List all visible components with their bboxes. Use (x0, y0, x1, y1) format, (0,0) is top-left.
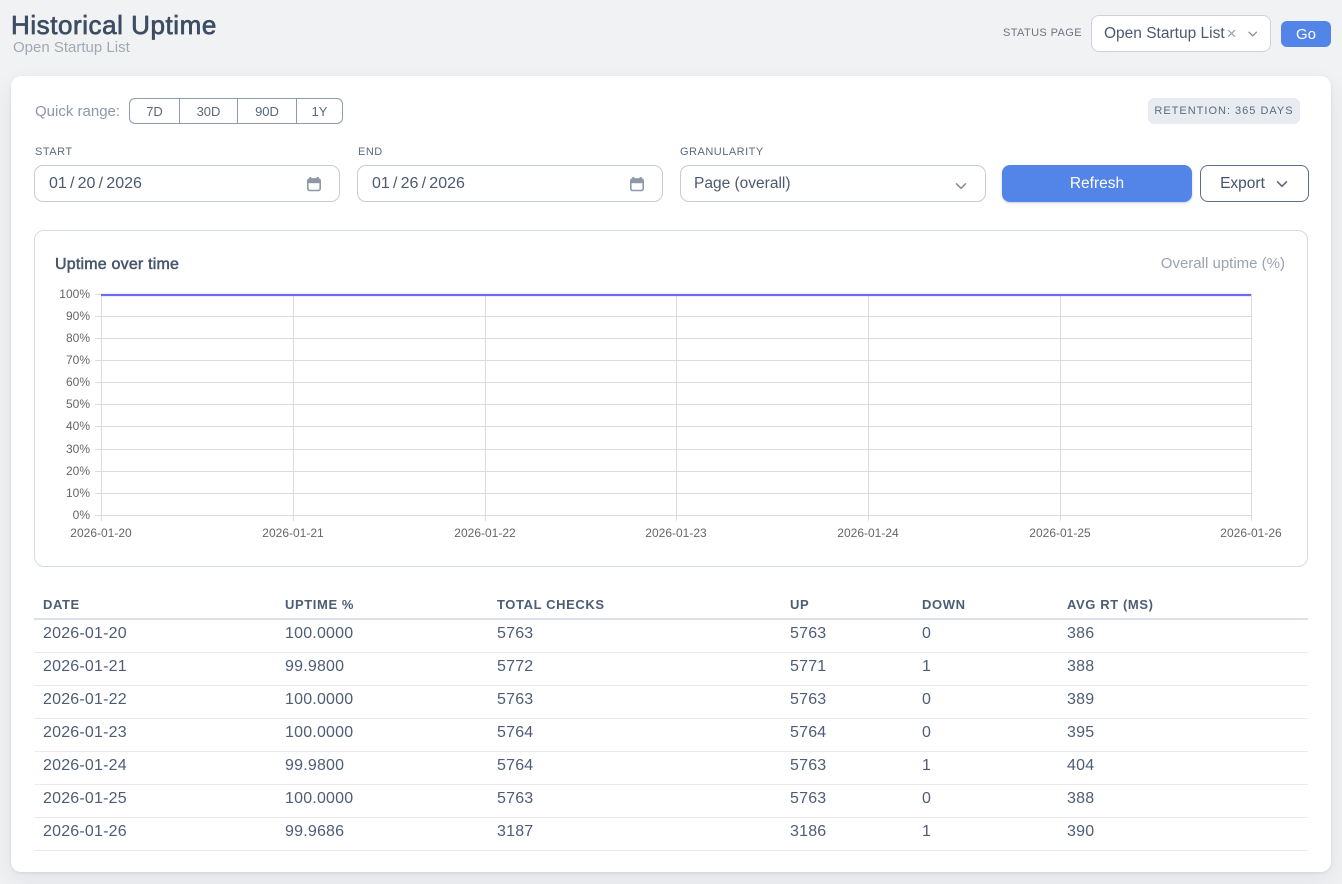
svg-text:2026-01-21: 2026-01-21 (262, 526, 324, 540)
svg-text:80%: 80% (66, 331, 90, 345)
svg-text:50%: 50% (66, 397, 90, 411)
svg-text:2026-01-25: 2026-01-25 (1029, 526, 1091, 540)
svg-text:2026-01-20: 2026-01-20 (70, 526, 132, 540)
svg-text:2026-01-24: 2026-01-24 (837, 526, 899, 540)
svg-text:30%: 30% (66, 442, 90, 456)
svg-text:2026-01-22: 2026-01-22 (454, 526, 516, 540)
svg-text:100%: 100% (59, 287, 90, 301)
svg-text:60%: 60% (66, 375, 90, 389)
svg-text:10%: 10% (66, 486, 90, 500)
svg-text:20%: 20% (66, 464, 90, 478)
svg-text:90%: 90% (66, 309, 90, 323)
svg-text:40%: 40% (66, 419, 90, 433)
svg-text:2026-01-23: 2026-01-23 (645, 526, 707, 540)
svg-text:2026-01-26: 2026-01-26 (1220, 526, 1282, 540)
svg-text:0%: 0% (73, 508, 91, 522)
svg-text:70%: 70% (66, 353, 90, 367)
